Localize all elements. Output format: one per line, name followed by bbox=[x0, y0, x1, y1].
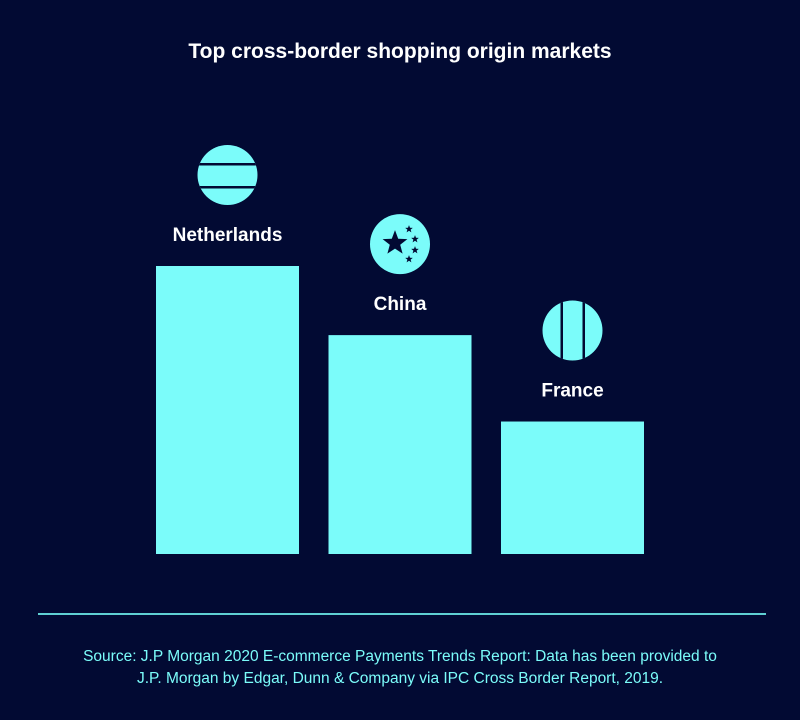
source-line-1: Source: J.P Morgan 2020 E-commerce Payme… bbox=[83, 648, 717, 665]
bar-label: France bbox=[541, 381, 603, 402]
bar-chart: Netherlands China France bbox=[156, 145, 644, 554]
divider bbox=[38, 613, 766, 615]
netherlands-flag-icon bbox=[197, 145, 258, 205]
bar-label: Netherlands bbox=[173, 225, 283, 246]
bar-france bbox=[501, 421, 644, 554]
bar-label: China bbox=[374, 294, 427, 315]
chart-title: Top cross-border shopping origin markets bbox=[188, 40, 612, 63]
source-note: Source: J.P Morgan 2020 E-commerce Payme… bbox=[0, 646, 800, 690]
china-flag-icon bbox=[370, 214, 430, 275]
bar-netherlands bbox=[156, 266, 299, 554]
france-flag-icon bbox=[542, 300, 603, 361]
source-line-2: J.P. Morgan by Edgar, Dunn & Company via… bbox=[136, 670, 664, 687]
bar-china bbox=[328, 335, 472, 554]
